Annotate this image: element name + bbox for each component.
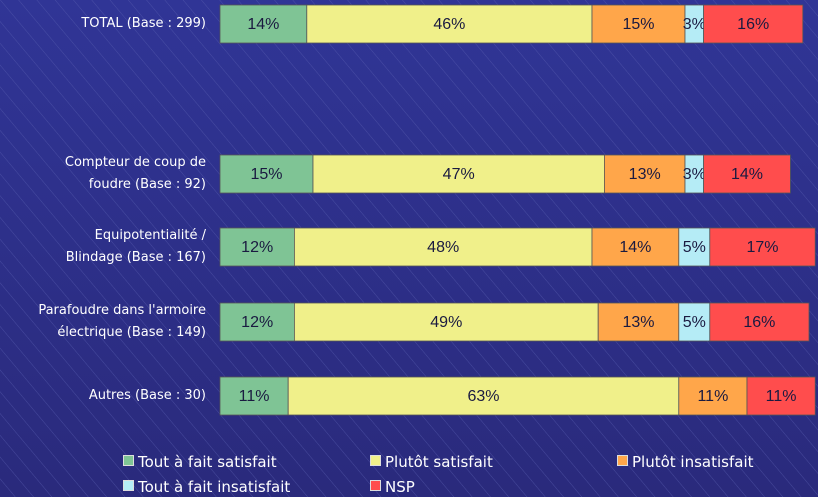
value-label: 14% [731, 166, 763, 183]
bar-segment [597, 302, 680, 342]
value-label: 12% [241, 239, 273, 256]
bar-segment [703, 154, 791, 194]
bar-segment [678, 376, 748, 416]
value-label: 14% [247, 16, 279, 33]
legend-item: Tout à fait insatisfait [123, 478, 290, 496]
bar-segment [219, 154, 314, 194]
bar-segment [709, 227, 816, 267]
value-label: 47% [443, 166, 475, 183]
bar-segment [293, 302, 599, 342]
bar-segment [306, 4, 593, 44]
bar-segment [678, 227, 711, 267]
bar-segment [591, 227, 680, 267]
value-label: 3% [683, 166, 706, 183]
bar-segment [293, 227, 593, 267]
value-label: 15% [622, 16, 654, 33]
legend-swatch [123, 480, 134, 491]
bar-segment [591, 4, 686, 44]
legend-label: Plutôt satisfait [385, 453, 493, 471]
value-label: 16% [743, 314, 775, 331]
value-label: 63% [467, 388, 499, 405]
bar-segment [678, 302, 711, 342]
category-label: Parafoudre dans l'armoire électrique (Ba… [38, 303, 206, 340]
value-label: 17% [746, 239, 778, 256]
value-label: 12% [241, 314, 273, 331]
bar-segment [709, 302, 810, 342]
value-label: 13% [622, 314, 654, 331]
value-label: 13% [629, 166, 661, 183]
bar-segment [604, 154, 686, 194]
value-label: 3% [683, 16, 706, 33]
value-label: 11% [697, 388, 728, 405]
legend-label: NSP [385, 478, 415, 496]
legend-item: Tout à fait satisfait [123, 453, 277, 471]
value-label: 49% [430, 314, 462, 331]
bar-segment [312, 154, 605, 194]
legend-swatch [370, 480, 381, 491]
legend-item: Plutôt satisfait [370, 453, 493, 471]
legend-label: Tout à fait satisfait [138, 453, 277, 471]
value-label: 11% [239, 388, 270, 405]
legend-swatch [370, 455, 381, 466]
legend-item: NSP [370, 478, 415, 496]
bar-segment [287, 376, 680, 416]
legend-label: Plutôt insatisfait [632, 453, 754, 471]
value-label: 11% [766, 388, 797, 405]
legend-swatch [617, 455, 628, 466]
bar-segment [219, 4, 308, 44]
legend-label: Tout à fait insatisfait [138, 478, 291, 496]
bar-segment [703, 4, 804, 44]
value-label: 5% [683, 239, 706, 256]
category-label: Equipotentialité / Blindage (Base : 167) [65, 228, 206, 265]
bar-segment [219, 302, 295, 342]
value-label: 14% [619, 239, 651, 256]
category-label: Autres (Base : 30) [88, 388, 206, 403]
category-label: Compteur de coup de foudre (Base : 92) [64, 155, 206, 192]
category-label: TOTAL (Base : 299) [81, 16, 206, 31]
value-label: 16% [737, 16, 769, 33]
value-label: 5% [683, 314, 706, 331]
value-label: 48% [427, 239, 459, 256]
bar-segment [746, 376, 816, 416]
legend-item: Plutôt insatisfait [617, 453, 754, 471]
value-label: 46% [433, 16, 465, 33]
bar-segment [219, 227, 295, 267]
value-label: 15% [250, 166, 282, 183]
legend-swatch [123, 455, 134, 466]
